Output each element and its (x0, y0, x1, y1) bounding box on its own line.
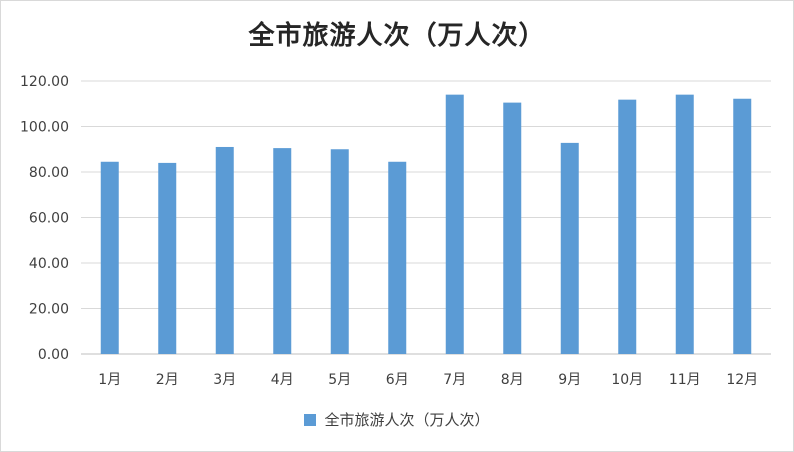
x-tick-label: 5月 (328, 372, 351, 388)
x-tick-label: 12月 (726, 372, 758, 388)
x-tick-label: 9月 (558, 372, 581, 388)
bar (675, 94, 694, 355)
bar (273, 148, 292, 354)
bar (388, 161, 407, 354)
legend-swatch (304, 413, 317, 426)
bar (733, 98, 752, 355)
bar (560, 142, 579, 354)
x-tick-label: 3月 (213, 372, 236, 388)
x-tick-label: 4月 (271, 372, 294, 388)
bar (100, 161, 119, 354)
bar (330, 149, 349, 354)
y-tick-label: 80.00 (29, 165, 69, 181)
x-tick-label: 2月 (156, 372, 179, 388)
bar (445, 94, 464, 355)
bar (215, 146, 234, 354)
y-tick-label: 40.00 (29, 256, 69, 272)
y-tick-label: 120.00 (20, 74, 69, 90)
bar (618, 99, 637, 354)
y-tick-label: 0.00 (38, 347, 69, 363)
bar (503, 102, 522, 354)
x-tick-label: 6月 (386, 372, 409, 388)
y-tick-label: 100.00 (20, 120, 69, 136)
chart-title: 全市旅游人次（万人次） (248, 21, 546, 51)
y-tick-label: 60.00 (29, 211, 69, 227)
x-tick-label: 10月 (611, 372, 643, 388)
x-tick-label: 8月 (501, 372, 524, 388)
x-tick-label: 7月 (443, 372, 466, 388)
y-tick-label: 20.00 (29, 302, 69, 318)
chart-legend: 全市旅游人次（万人次） (1, 409, 793, 430)
x-tick-label: 1月 (98, 372, 121, 388)
x-tick-label: 11月 (669, 372, 701, 388)
legend-label: 全市旅游人次（万人次） (324, 411, 490, 429)
bar (158, 162, 177, 354)
